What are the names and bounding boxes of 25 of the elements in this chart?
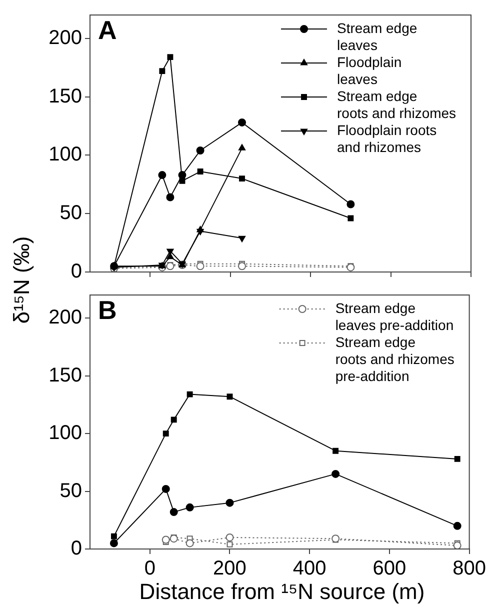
legend-label: Floodplain leaves [337,54,402,87]
legend-label: Stream edge roots and rhizomes [337,88,456,121]
y-tick-label: 0 [70,260,82,283]
x-tick-label: 600 [372,558,406,580]
legend-label: Floodplain roots and rhizomes [337,122,437,155]
legend-label: Stream edge leaves [337,20,418,53]
y-axis-title: δ¹⁵N (‰) [9,236,35,324]
y-tick-label: 100 [48,422,82,444]
x-tick-label: 200 [213,558,246,580]
annotation: A [98,15,117,46]
x-tick-label: 800 [452,558,486,580]
y-tick-label: 50 [60,480,82,502]
legend-label: Stream edge roots and rhizomes pre-addition [335,334,454,384]
y-tick-label: 50 [60,202,82,224]
y-tick-label: 150 [48,364,82,386]
y-tick-label: 150 [48,85,82,108]
annotation: B [98,295,117,326]
x-tick-label: 0 [144,558,156,580]
y-tick-label: 200 [48,306,82,329]
x-axis-title: Distance from ¹⁵N source (m) [139,579,425,605]
x-tick-label: 400 [292,558,326,580]
y-tick-label: 100 [48,144,82,166]
legend-label: Stream edge leaves pre-addition [335,300,454,333]
y-tick-label: 200 [48,26,82,49]
y-tick-label: 0 [70,538,82,560]
